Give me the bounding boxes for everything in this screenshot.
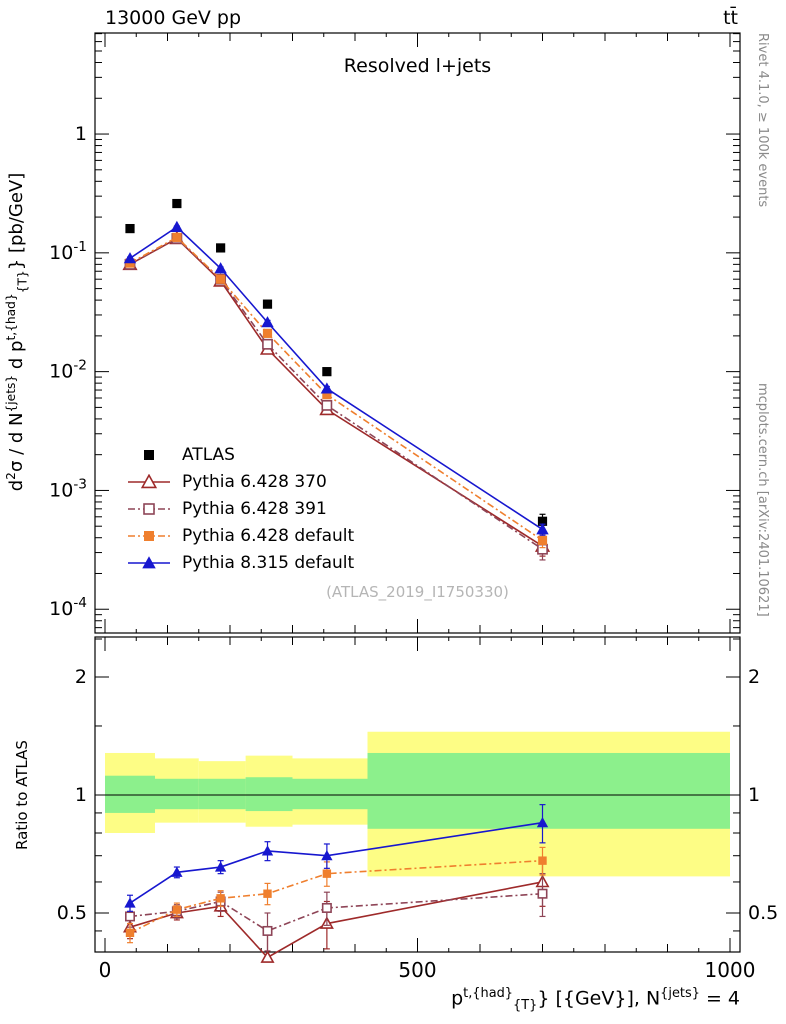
svg-text:0.5: 0.5 (57, 902, 87, 924)
legend-label: Pythia 8.315 default (182, 552, 355, 573)
svg-text:0.5: 0.5 (748, 902, 778, 924)
open-triangle-marker-icon (128, 473, 170, 488)
legend: ATLAS Pythia 6.428 370 Pythia 6.428 391 … (126, 441, 354, 576)
svg-text:10-3: 10-3 (49, 476, 87, 501)
analysis-watermark: (ATLAS_2019_I1750330) (326, 583, 509, 601)
filled-square-marker-icon (128, 530, 170, 541)
svg-text:1: 1 (748, 784, 760, 806)
y-axis-label: d2σ / d N{jets} d pt,{had}{T}} [pb/GeV] (4, 172, 30, 492)
legend-item-pythia6-370: Pythia 6.428 370 (126, 468, 354, 495)
legend-item-pythia6-default: Pythia 6.428 default (126, 522, 354, 549)
legend-label: Pythia 6.428 default (182, 525, 355, 546)
mcplots-arxiv-note: mcplots.cern.ch [arXiv:2401.10621] (755, 383, 770, 617)
svg-text:2: 2 (75, 666, 87, 688)
legend-item-pythia6-391: Pythia 6.428 391 (126, 495, 354, 522)
svg-text:0: 0 (99, 958, 112, 982)
plot-title: Resolved l+jets (343, 55, 492, 77)
x-axis-label: pt,{had}{T}} [{GeV}], N{jets} = 4 (451, 986, 740, 1014)
svg-text:10-2: 10-2 (49, 358, 87, 383)
svg-text:10-4: 10-4 (49, 595, 87, 620)
rivet-version-note: Rivet 4.1.0, ≥ 100k events (755, 33, 770, 208)
atlas-marker-icon (144, 449, 154, 460)
filled-triangle-marker-icon (128, 555, 170, 568)
svg-text:10-1: 10-1 (49, 239, 87, 264)
svg-text:500: 500 (398, 958, 436, 982)
svg-text:1: 1 (75, 784, 87, 806)
ratio-axis-label: Ratio to ATLAS (13, 740, 31, 850)
svg-text:2: 2 (748, 666, 760, 688)
svg-text:1: 1 (75, 123, 87, 145)
beam-energy-label: 13000 GeV pp (105, 7, 242, 29)
open-square-marker-icon (128, 502, 170, 515)
legend-label: ATLAS (182, 444, 235, 465)
svg-text:1000: 1000 (705, 958, 756, 982)
legend-item-pythia8-default: Pythia 8.315 default (126, 549, 354, 576)
legend-label: Pythia 6.428 391 (182, 498, 327, 519)
legend-label: Pythia 6.428 370 (182, 471, 327, 492)
process-label: tt̄ (723, 7, 738, 29)
legend-item-atlas: ATLAS (126, 441, 354, 468)
